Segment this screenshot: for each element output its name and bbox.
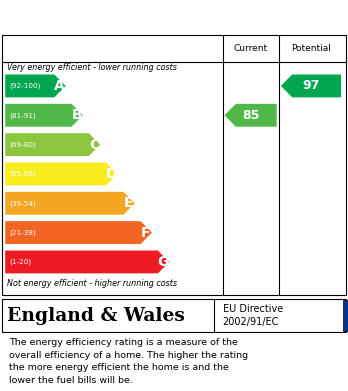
- Text: The energy efficiency rating is a measure of the
overall efficiency of a home. T: The energy efficiency rating is a measur…: [9, 338, 248, 385]
- Text: Energy Efficiency Rating: Energy Efficiency Rating: [9, 8, 211, 23]
- Polygon shape: [5, 163, 117, 185]
- Text: 85: 85: [242, 109, 259, 122]
- Text: Current: Current: [234, 44, 268, 53]
- Polygon shape: [5, 192, 135, 215]
- Text: F: F: [141, 226, 150, 240]
- Text: B: B: [71, 108, 82, 122]
- Text: C: C: [89, 138, 99, 152]
- Polygon shape: [5, 251, 169, 273]
- Text: (55-68): (55-68): [9, 171, 36, 177]
- Text: EU Directive
2002/91/EC: EU Directive 2002/91/EC: [223, 304, 283, 327]
- Text: (81-91): (81-91): [9, 112, 36, 118]
- Polygon shape: [5, 133, 100, 156]
- Text: (21-38): (21-38): [9, 230, 36, 236]
- Text: (39-54): (39-54): [9, 200, 36, 206]
- Text: Not energy efficient - higher running costs: Not energy efficient - higher running co…: [7, 279, 177, 288]
- Text: Very energy efficient - lower running costs: Very energy efficient - lower running co…: [7, 63, 177, 72]
- Text: D: D: [105, 167, 117, 181]
- Polygon shape: [281, 75, 341, 97]
- Polygon shape: [5, 221, 152, 244]
- Text: (69-80): (69-80): [9, 142, 36, 148]
- Text: 97: 97: [302, 79, 319, 92]
- Text: E: E: [124, 196, 133, 210]
- Text: G: G: [157, 255, 169, 269]
- Text: England & Wales: England & Wales: [7, 307, 185, 325]
- Polygon shape: [5, 75, 66, 97]
- Polygon shape: [224, 104, 277, 127]
- Text: (1-20): (1-20): [9, 259, 32, 265]
- Text: A: A: [54, 79, 65, 93]
- Polygon shape: [5, 104, 83, 127]
- Text: (92-100): (92-100): [9, 83, 41, 89]
- Bar: [343, 300, 348, 331]
- Text: Potential: Potential: [291, 44, 331, 53]
